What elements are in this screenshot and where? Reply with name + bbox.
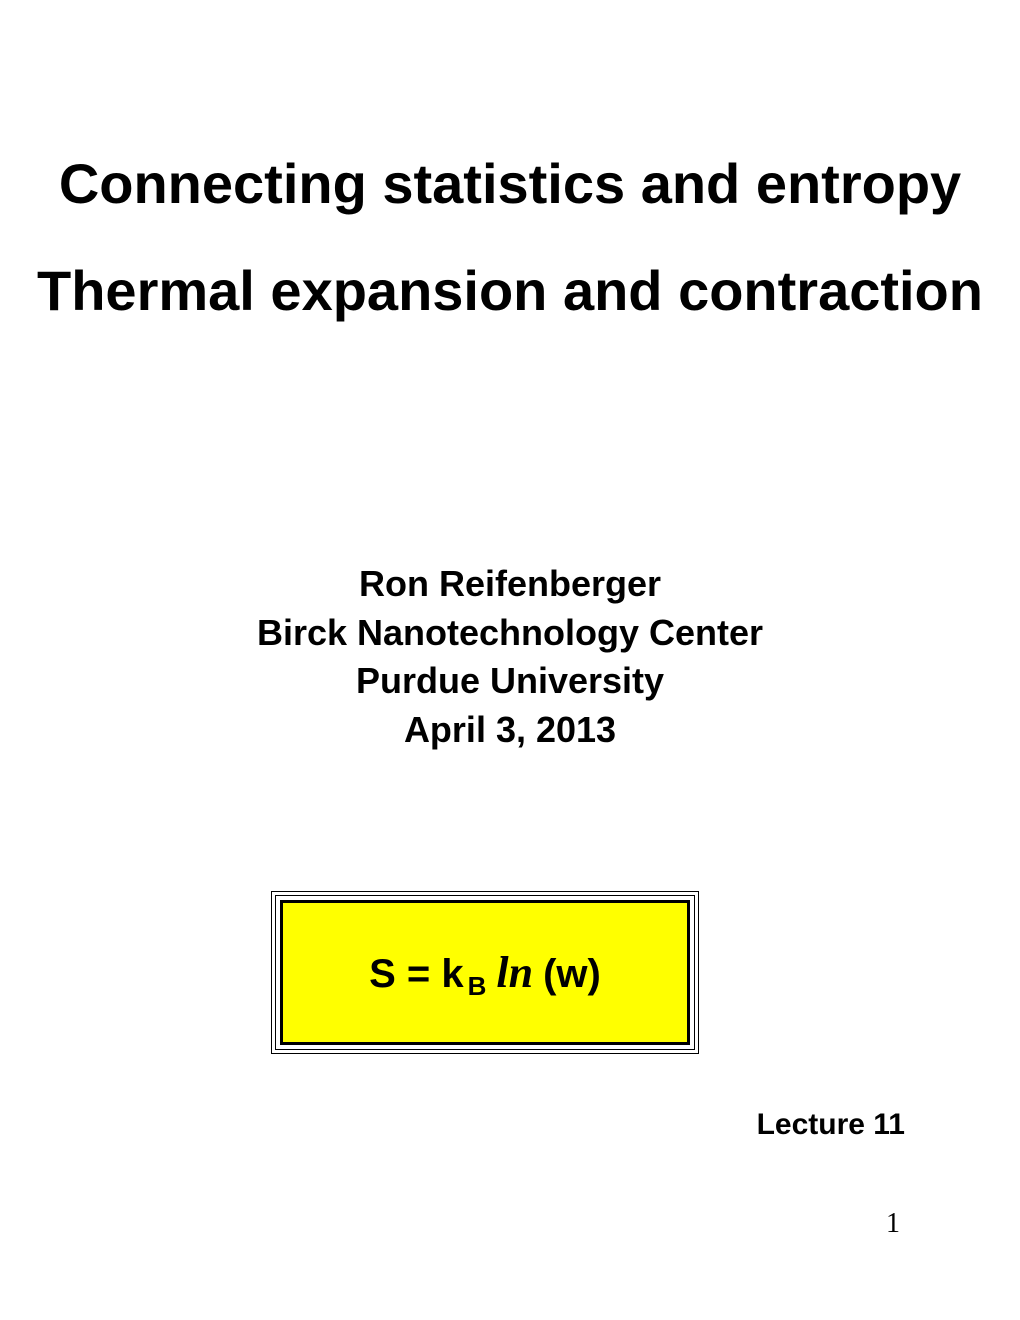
title-block: Connecting statistics and entropy Therma… (0, 150, 1020, 364)
author-date: April 3, 2013 (0, 706, 1020, 755)
formula-ln: ln (496, 947, 533, 998)
page-number: 1 (886, 1208, 900, 1240)
author-name: Ron Reifenberger (0, 560, 1020, 609)
title-line-1: Connecting statistics and entropy (0, 150, 1020, 217)
author-affiliation-1: Birck Nanotechnology Center (0, 609, 1020, 658)
lecture-label: Lecture 11 (757, 1108, 905, 1142)
formula-prefix: S = k (369, 952, 464, 997)
formula-box: S = kB ln (w) (280, 900, 690, 1045)
formula-suffix: (w) (543, 952, 601, 997)
title-line-2: Thermal expansion and contraction (0, 257, 1020, 324)
author-block: Ron Reifenberger Birck Nanotechnology Ce… (0, 560, 1020, 754)
author-affiliation-2: Purdue University (0, 657, 1020, 706)
formula-subscript: B (468, 971, 487, 1002)
formula-text: S = kB ln (w) (369, 947, 601, 998)
